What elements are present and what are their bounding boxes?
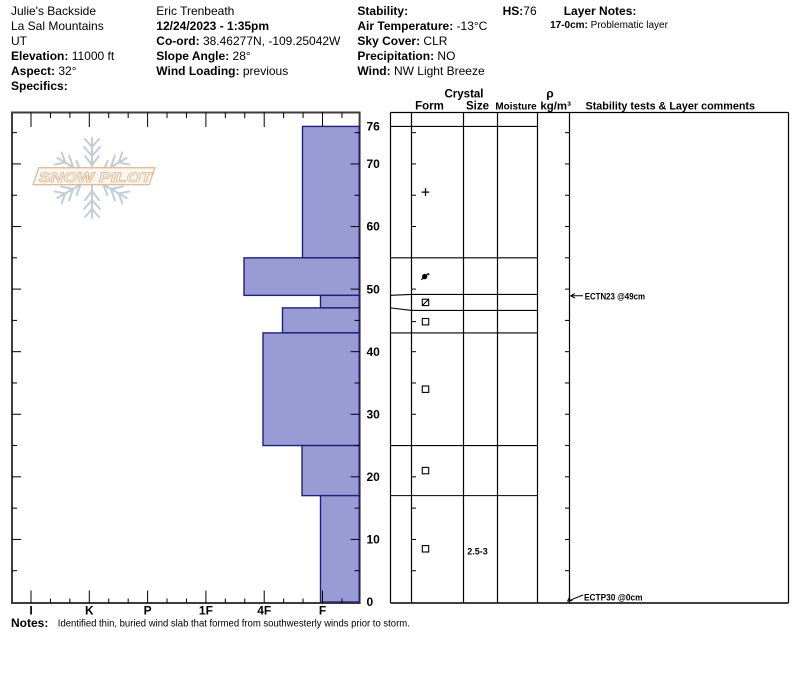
svg-text:La Sal Mountains: La Sal Mountains [11, 19, 104, 33]
svg-text:Notes:: Notes: [11, 616, 48, 630]
svg-text:I: I [29, 604, 32, 618]
svg-text:Julie's Backside: Julie's Backside [11, 4, 96, 18]
svg-text:HS:76: HS:76 [503, 4, 537, 18]
svg-text:kg/m³: kg/m³ [540, 101, 571, 113]
svg-text:40: 40 [367, 345, 381, 359]
svg-text:Identified thin, buried wind s: Identified thin, buried wind slab that f… [58, 619, 410, 630]
svg-text:Stability:: Stability: [357, 4, 408, 18]
svg-text:Specifics:: Specifics: [11, 79, 68, 93]
svg-text:Stability tests & Layer commen: Stability tests & Layer comments [586, 101, 756, 113]
svg-text:F: F [319, 604, 326, 618]
svg-text:12/24/2023 - 1:35pm: 12/24/2023 - 1:35pm [156, 19, 269, 33]
svg-text:Air Temperature: -13°C: Air Temperature: -13°C [357, 19, 487, 33]
svg-text:ECTP30 @0cm: ECTP30 @0cm [584, 593, 643, 603]
svg-text:ρ: ρ [546, 87, 553, 101]
svg-text:Co-ord: 38.46277N, -109.25042W: Co-ord: 38.46277N, -109.25042W [156, 34, 341, 48]
svg-text:Eric Trenbeath: Eric Trenbeath [156, 4, 234, 18]
svg-text:Size: Size [466, 101, 489, 113]
svg-text:2.5-3: 2.5-3 [467, 547, 488, 557]
svg-text:60: 60 [367, 220, 381, 234]
svg-text:SNOW PILOT: SNOW PILOT [39, 170, 154, 185]
svg-text:20: 20 [367, 470, 381, 484]
svg-text:Moisture: Moisture [495, 101, 536, 113]
svg-text:17-0cm: Problematic layer: 17-0cm: Problematic layer [550, 20, 668, 31]
svg-text:4F: 4F [257, 604, 271, 618]
svg-text:ECTN23 @49cm: ECTN23 @49cm [585, 292, 645, 302]
svg-text:Crystal: Crystal [445, 89, 484, 101]
svg-text:Sky Cover: CLR: Sky Cover: CLR [357, 34, 447, 48]
svg-text:K: K [85, 604, 94, 618]
svg-text:30: 30 [367, 407, 381, 421]
svg-text:Wind Loading: previous: Wind Loading: previous [156, 64, 288, 78]
svg-text:Form: Form [415, 101, 444, 113]
svg-text:Wind: NW Light Breeze: Wind: NW Light Breeze [357, 64, 485, 78]
svg-text:Layer Notes:: Layer Notes: [564, 4, 637, 18]
svg-text:Aspect: 32°: Aspect: 32° [11, 64, 77, 78]
svg-text:70: 70 [367, 157, 381, 171]
svg-text:Precipitation: NO: Precipitation: NO [357, 49, 455, 63]
svg-text:Slope Angle: 28°: Slope Angle: 28° [156, 49, 251, 63]
svg-text:10: 10 [367, 533, 381, 547]
svg-text:Elevation: 11000 ft: Elevation: 11000 ft [11, 49, 115, 63]
svg-text:76: 76 [367, 120, 381, 134]
svg-text:50: 50 [367, 282, 381, 296]
svg-text:P: P [144, 604, 152, 618]
svg-text:1F: 1F [199, 604, 213, 618]
svg-text:UT: UT [11, 34, 28, 48]
svg-text:0: 0 [367, 595, 374, 609]
